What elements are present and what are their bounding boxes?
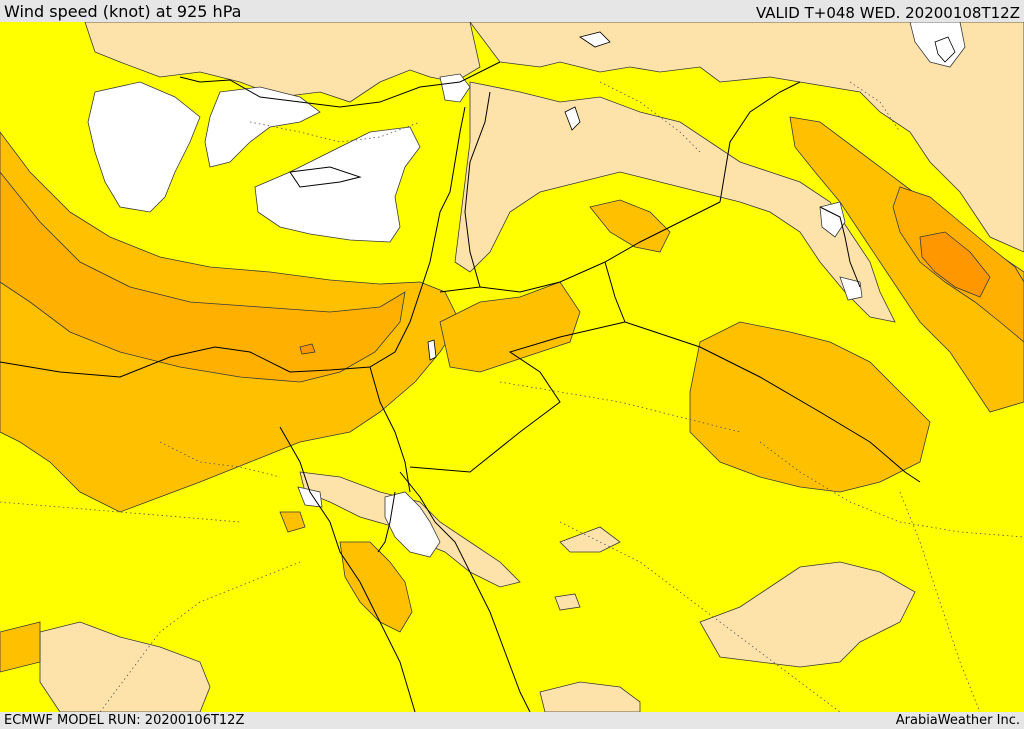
lakes — [427, 31, 956, 361]
map-area — [0, 22, 1024, 712]
province-boundaries — [0, 81, 1024, 712]
model-run: ECMWF MODEL RUN: 20200106T12Z — [4, 713, 245, 728]
coastlines — [0, 61, 861, 712]
stronger-wind-areas — [299, 231, 991, 355]
light-wind-areas — [39, 22, 1024, 712]
calm-wind-areas — [87, 22, 966, 558]
footer-bar: ECMWF MODEL RUN: 20200106T12Z ArabiaWeat… — [0, 712, 1024, 729]
country-borders — [369, 81, 921, 493]
header-bar: Wind speed (knot) at 925 hPa VALID T+048… — [0, 0, 1024, 22]
map-title: Wind speed (knot) at 925 hPa — [4, 2, 242, 21]
credit-text: ArabiaWeather Inc. — [895, 713, 1020, 728]
valid-time: VALID T+048 WED. 20200108T12Z — [755, 4, 1020, 22]
wind-speed-map — [0, 22, 1024, 712]
